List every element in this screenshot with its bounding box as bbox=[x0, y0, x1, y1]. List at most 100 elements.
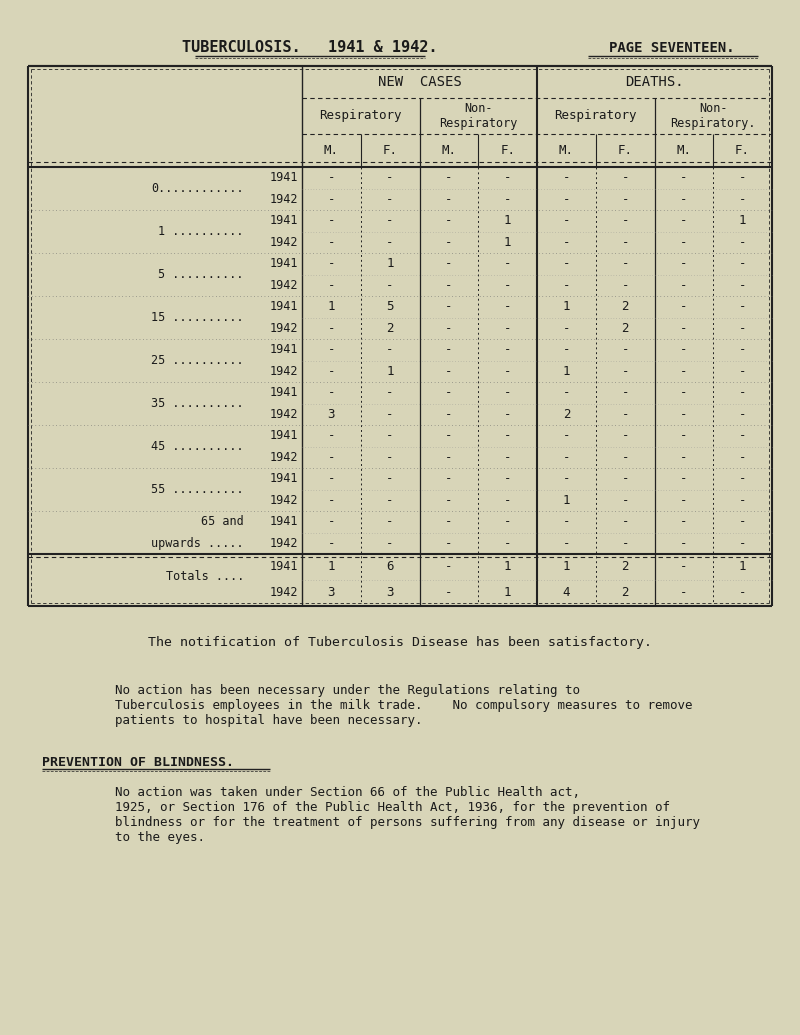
Text: -: - bbox=[445, 300, 453, 314]
Text: 3: 3 bbox=[386, 587, 394, 599]
Text: -: - bbox=[445, 408, 453, 421]
Text: -: - bbox=[445, 386, 453, 400]
Text: -: - bbox=[504, 451, 511, 464]
Text: 1942: 1942 bbox=[270, 322, 298, 334]
Text: 55 ..........: 55 .......... bbox=[151, 483, 244, 496]
Text: -: - bbox=[562, 322, 570, 334]
Text: -: - bbox=[386, 344, 394, 356]
Text: -: - bbox=[739, 587, 746, 599]
Text: -: - bbox=[386, 236, 394, 248]
Text: -: - bbox=[622, 171, 629, 184]
Text: -: - bbox=[680, 193, 688, 206]
Text: -: - bbox=[328, 236, 335, 248]
Text: -: - bbox=[328, 386, 335, 400]
Text: 1: 1 bbox=[386, 258, 394, 270]
Text: 1: 1 bbox=[386, 364, 394, 378]
Text: -: - bbox=[622, 494, 629, 507]
Text: -: - bbox=[504, 515, 511, 528]
Text: 1941: 1941 bbox=[270, 472, 298, 485]
Text: -: - bbox=[680, 587, 688, 599]
Text: Non-
Respiratory: Non- Respiratory bbox=[439, 102, 518, 130]
Text: -: - bbox=[739, 451, 746, 464]
Text: No action has been necessary under the Regulations relating to
Tuberculosis empl: No action has been necessary under the R… bbox=[115, 684, 693, 727]
Text: -: - bbox=[328, 171, 335, 184]
Text: -: - bbox=[562, 193, 570, 206]
Text: -: - bbox=[680, 430, 688, 442]
Text: 1: 1 bbox=[562, 561, 570, 573]
Text: 0............: 0............ bbox=[151, 182, 244, 195]
Text: 25 ..........: 25 .......... bbox=[151, 354, 244, 367]
Text: PAGE SEVENTEEN.: PAGE SEVENTEEN. bbox=[609, 41, 735, 55]
Text: -: - bbox=[622, 386, 629, 400]
Text: -: - bbox=[504, 430, 511, 442]
Text: 5 ..........: 5 .......... bbox=[158, 268, 244, 280]
Text: 35 ..........: 35 .......... bbox=[151, 397, 244, 410]
Text: Totals ....: Totals .... bbox=[166, 569, 244, 583]
Text: 2: 2 bbox=[622, 300, 629, 314]
Text: -: - bbox=[328, 364, 335, 378]
Text: -: - bbox=[562, 258, 570, 270]
Text: -: - bbox=[445, 214, 453, 228]
Text: -: - bbox=[445, 561, 453, 573]
Text: -: - bbox=[680, 472, 688, 485]
Text: F.: F. bbox=[500, 144, 515, 157]
Text: 1: 1 bbox=[739, 561, 746, 573]
Text: -: - bbox=[504, 408, 511, 421]
Text: -: - bbox=[328, 214, 335, 228]
Text: -: - bbox=[386, 451, 394, 464]
Text: -: - bbox=[739, 472, 746, 485]
Text: 1941: 1941 bbox=[270, 171, 298, 184]
Text: -: - bbox=[622, 258, 629, 270]
Text: -: - bbox=[386, 278, 394, 292]
Text: -: - bbox=[445, 364, 453, 378]
Text: -: - bbox=[622, 236, 629, 248]
Text: -: - bbox=[445, 171, 453, 184]
Text: -: - bbox=[328, 344, 335, 356]
Text: -: - bbox=[445, 472, 453, 485]
Text: 2: 2 bbox=[386, 322, 394, 334]
Text: -: - bbox=[504, 344, 511, 356]
Text: -: - bbox=[328, 515, 335, 528]
Text: -: - bbox=[445, 322, 453, 334]
Text: -: - bbox=[445, 515, 453, 528]
Text: -: - bbox=[504, 494, 511, 507]
Text: 1941: 1941 bbox=[270, 386, 298, 400]
Text: 2: 2 bbox=[622, 587, 629, 599]
Text: 1941: 1941 bbox=[270, 430, 298, 442]
Text: -: - bbox=[680, 300, 688, 314]
Text: 1: 1 bbox=[562, 300, 570, 314]
Text: -: - bbox=[562, 537, 570, 550]
Text: 1: 1 bbox=[504, 587, 511, 599]
Text: -: - bbox=[739, 258, 746, 270]
Text: -: - bbox=[504, 300, 511, 314]
Text: -: - bbox=[386, 537, 394, 550]
Text: -: - bbox=[328, 322, 335, 334]
Text: -: - bbox=[386, 193, 394, 206]
Text: M.: M. bbox=[442, 144, 456, 157]
Text: -: - bbox=[386, 386, 394, 400]
Text: -: - bbox=[739, 193, 746, 206]
Text: -: - bbox=[562, 386, 570, 400]
Text: -: - bbox=[739, 322, 746, 334]
Text: -: - bbox=[739, 408, 746, 421]
Text: -: - bbox=[386, 214, 394, 228]
Text: -: - bbox=[562, 515, 570, 528]
Text: -: - bbox=[562, 344, 570, 356]
Text: F.: F. bbox=[735, 144, 750, 157]
Text: 1942: 1942 bbox=[270, 364, 298, 378]
Text: -: - bbox=[739, 430, 746, 442]
Text: -: - bbox=[504, 278, 511, 292]
Text: Respiratory: Respiratory bbox=[554, 110, 637, 122]
Text: -: - bbox=[328, 258, 335, 270]
Text: -: - bbox=[562, 451, 570, 464]
Text: 1941: 1941 bbox=[270, 344, 298, 356]
Text: -: - bbox=[504, 258, 511, 270]
Text: -: - bbox=[504, 386, 511, 400]
Text: 2: 2 bbox=[622, 561, 629, 573]
Text: PREVENTION OF BLINDNESS.: PREVENTION OF BLINDNESS. bbox=[42, 756, 234, 769]
Text: 1942: 1942 bbox=[270, 451, 298, 464]
Text: -: - bbox=[622, 451, 629, 464]
Text: -: - bbox=[622, 430, 629, 442]
Text: 1: 1 bbox=[504, 561, 511, 573]
Text: -: - bbox=[445, 258, 453, 270]
